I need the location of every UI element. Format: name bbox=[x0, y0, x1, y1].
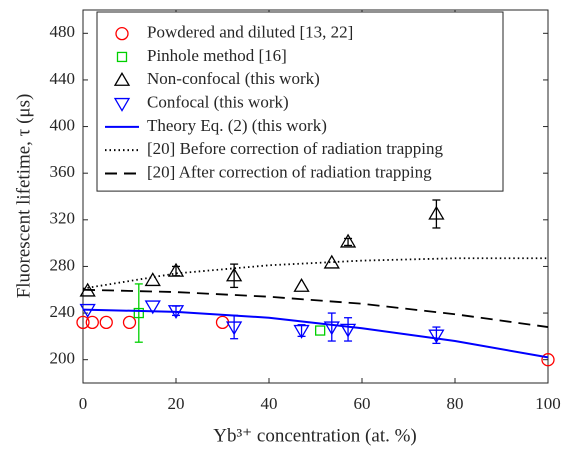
point bbox=[144, 272, 161, 287]
point bbox=[225, 321, 243, 336]
line bbox=[82, 257, 548, 290]
point bbox=[428, 329, 445, 344]
point bbox=[116, 51, 128, 63]
point bbox=[99, 315, 113, 330]
point bbox=[133, 307, 144, 319]
point bbox=[428, 205, 445, 220]
point bbox=[85, 315, 99, 330]
error-bar bbox=[134, 283, 143, 343]
legend-box bbox=[96, 11, 504, 192]
legend-label: Pinhole method [16] bbox=[147, 46, 287, 65]
y-tick-label: 360 bbox=[50, 162, 76, 181]
legend-label: Confocal (this work) bbox=[147, 92, 289, 111]
x-tick-label: 60 bbox=[354, 394, 371, 413]
point bbox=[144, 300, 161, 315]
error-bar bbox=[432, 199, 441, 229]
x-tick-label: 40 bbox=[261, 394, 278, 413]
point bbox=[167, 262, 185, 277]
y-tick-label: 240 bbox=[50, 302, 76, 321]
legend-label: Theory Eq. (2) (this work) bbox=[147, 116, 327, 135]
y-tick-label: 200 bbox=[50, 349, 76, 368]
x-axis-label: Yb³⁺ concentration (at. %) bbox=[213, 425, 417, 446]
point bbox=[113, 97, 131, 112]
point bbox=[115, 27, 129, 41]
x-tick-label: 100 bbox=[535, 394, 561, 413]
line bbox=[82, 308, 549, 359]
point bbox=[339, 323, 357, 338]
plot-frame bbox=[82, 9, 549, 384]
point bbox=[122, 315, 137, 330]
point bbox=[293, 277, 310, 292]
y-tick-label: 320 bbox=[50, 209, 76, 228]
x-tick-label: 20 bbox=[168, 394, 185, 413]
line bbox=[82, 288, 549, 328]
point bbox=[225, 267, 243, 282]
x-tick-label: 80 bbox=[447, 394, 464, 413]
point bbox=[323, 254, 340, 269]
point bbox=[293, 324, 310, 339]
y-tick-label: 280 bbox=[50, 255, 76, 274]
y-tick-label: 400 bbox=[50, 115, 76, 134]
y-tick-label: 440 bbox=[50, 69, 76, 88]
error-bar bbox=[327, 312, 336, 342]
error-bar bbox=[297, 324, 306, 338]
x-tick-label: 0 bbox=[79, 394, 88, 413]
legend-label: Powdered and diluted [13, 22] bbox=[147, 23, 353, 42]
y-tick-label: 480 bbox=[50, 22, 76, 41]
point bbox=[76, 315, 90, 330]
point bbox=[339, 233, 357, 248]
legend-label: [20] After correction of radiation trapp… bbox=[147, 162, 432, 181]
y-axis-label: Fluorescent lifetime, τ (μs) bbox=[13, 94, 34, 299]
point bbox=[541, 353, 555, 367]
legend-label: Non-confocal (this work) bbox=[147, 69, 320, 88]
point bbox=[323, 321, 340, 336]
legend-label: [20] Before correction of radiation trap… bbox=[147, 139, 443, 158]
point bbox=[314, 325, 326, 336]
point bbox=[113, 71, 131, 86]
